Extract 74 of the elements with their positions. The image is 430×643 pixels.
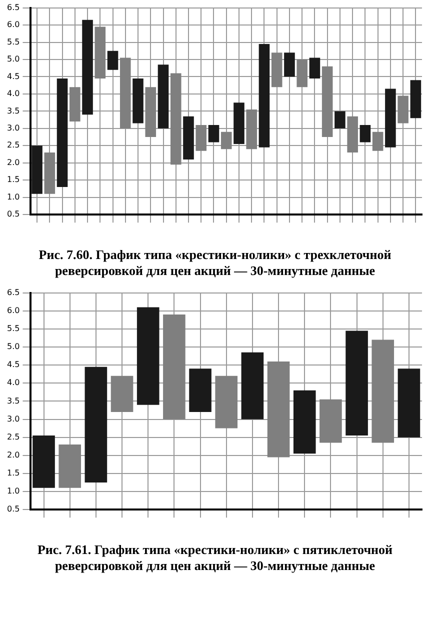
y-tick-label: 6.5 — [6, 288, 20, 297]
text: Рис. 7.61. График типа «крестики-нолики» с пятиклеточной реверсировкой для цен акций — 30-минутные данные — [36, 541, 394, 575]
y-tick-label: 2.0 — [6, 158, 20, 167]
bar — [322, 66, 333, 138]
bar — [347, 116, 358, 153]
y-tick-label: 3.5 — [6, 396, 20, 406]
bar — [94, 26, 106, 78]
bar — [107, 50, 118, 70]
bar — [258, 44, 270, 148]
bar — [58, 444, 81, 488]
bar — [410, 80, 422, 118]
bar — [372, 132, 384, 151]
y-tick-label: 5.0 — [6, 54, 20, 64]
y-tick-label: 2.5 — [6, 140, 20, 150]
y-tick-label: 1.5 — [6, 468, 20, 478]
y-tick-label: 4.0 — [6, 89, 20, 98]
bar — [246, 109, 257, 150]
y-tick-label: 6.5 — [6, 2, 20, 12]
bar — [189, 368, 212, 412]
bar — [234, 102, 244, 144]
y-tick-label: 1.0 — [6, 486, 20, 496]
bar — [120, 58, 131, 128]
bar — [84, 366, 108, 482]
bar — [334, 111, 346, 128]
bar — [346, 330, 368, 436]
y-tick-label: 3.0 — [6, 124, 20, 133]
y-tick-label: 5.5 — [6, 324, 20, 334]
bar — [398, 368, 420, 438]
bar — [163, 314, 186, 420]
bar — [385, 88, 396, 148]
bar — [82, 20, 93, 115]
y-tick-label: 4.5 — [6, 360, 20, 370]
bar — [360, 124, 371, 142]
bar — [220, 132, 232, 150]
bar — [296, 60, 308, 88]
bar — [241, 352, 264, 420]
bar — [44, 152, 56, 194]
bar — [158, 64, 169, 128]
bar — [170, 73, 182, 165]
y-tick-label: 1.0 — [6, 192, 20, 202]
y-tick-label: 5.5 — [6, 37, 20, 46]
bar — [271, 52, 282, 88]
bar — [32, 146, 42, 194]
bar — [196, 124, 207, 151]
bar — [215, 376, 238, 428]
y-tick-label: 1.5 — [6, 175, 20, 184]
y-tick-label: 6.0 — [6, 306, 20, 315]
bar — [267, 361, 290, 458]
y-tick-label: 2.5 — [6, 432, 20, 442]
bar — [136, 307, 160, 405]
y-tick-label: 4.0 — [6, 378, 20, 388]
y-tick-label: 0.5 — [6, 504, 20, 514]
bar — [293, 390, 316, 454]
y-tick-label: 3.5 — [6, 106, 20, 116]
bar — [372, 340, 394, 443]
y-tick-label: 2.0 — [6, 450, 20, 460]
y-tick-label: 6.0 — [6, 20, 20, 30]
y-tick-label: 0.5 — [6, 210, 20, 219]
y-tick-label: 5.0 — [6, 342, 20, 352]
bar — [208, 124, 220, 142]
y-tick-label: 3.0 — [6, 414, 20, 424]
bar — [309, 58, 320, 78]
bar — [56, 78, 68, 188]
bar — [110, 376, 134, 412]
bar — [32, 436, 55, 488]
bar — [398, 96, 408, 124]
y-tick-label: 4.5 — [6, 72, 20, 81]
bar — [284, 52, 295, 77]
bar — [70, 87, 80, 122]
text: Рис. 7.60. График типа «крестики-нолики» с трехклеточной реверсировкой для цен акций — 30-минутные данные — [38, 246, 392, 280]
bar — [145, 87, 156, 138]
bar — [183, 116, 194, 160]
bar — [320, 399, 342, 443]
bar — [132, 78, 144, 124]
